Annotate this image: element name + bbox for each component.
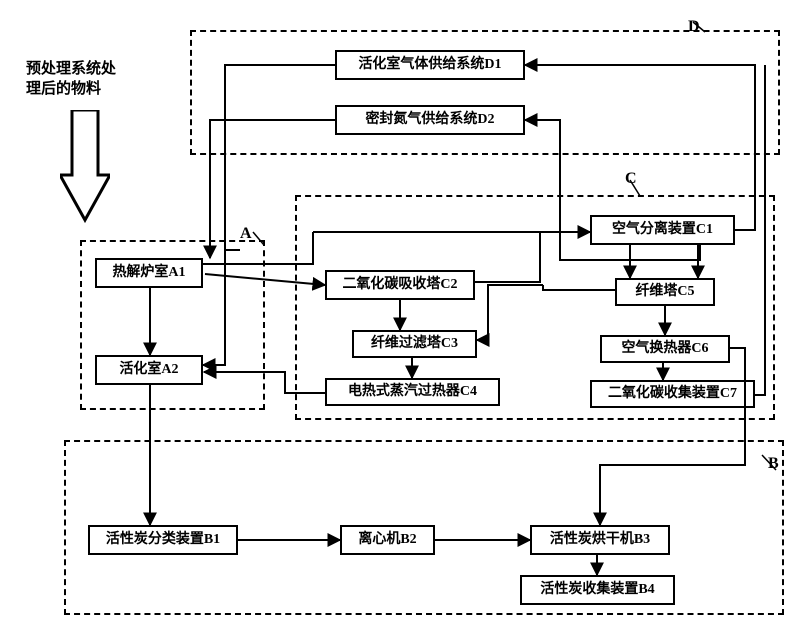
node-b1-label: 活性炭分类装置B1 [106,532,220,549]
node-d2: 密封氮气供给系统D2 [335,105,525,135]
node-a2: 活化室A2 [95,355,203,385]
node-c2-label: 二氧化碳吸收塔C2 [342,277,457,294]
node-c1: 空气分离装置C1 [590,215,735,245]
node-c6-label: 空气换热器C6 [621,341,708,358]
node-b3-label: 活性炭烘干机B3 [550,532,650,549]
node-c7: 二氧化碳收集装置C7 [590,380,755,408]
node-b2-label: 离心机B2 [358,532,416,549]
node-b2: 离心机B2 [340,525,435,555]
node-d1: 活化室气体供给系统D1 [335,50,525,80]
node-a1: 热解炉室A1 [95,258,203,288]
node-c5: 纤维塔C5 [615,278,715,306]
node-d1-label: 活化室气体供给系统D1 [358,57,501,74]
region-b-label: B [768,455,779,473]
node-c1-label: 空气分离装置C1 [612,222,713,239]
node-b4: 活性炭收集装置B4 [520,575,675,605]
input-material-text: 预处理系统处理后的物料 [26,61,116,97]
region-d-label: D [688,18,700,36]
node-d2-label: 密封氮气供给系统D2 [365,112,494,129]
node-c4-label: 电热式蒸汽过热器C4 [348,384,477,401]
node-b1: 活性炭分类装置B1 [88,525,238,555]
node-a1-label: 热解炉室A1 [112,265,185,282]
node-a2-label: 活化室A2 [119,362,178,379]
node-c7-label: 二氧化碳收集装置C7 [608,386,737,403]
region-a-label: A [240,225,252,243]
node-c5-label: 纤维塔C5 [635,284,694,301]
region-c-label: C [625,170,637,188]
node-c3-label: 纤维过滤塔C3 [371,336,458,353]
region-d [190,30,780,155]
node-c2: 二氧化碳吸收塔C2 [325,270,475,300]
node-b3: 活性炭烘干机B3 [530,525,670,555]
input-material-label: 预处理系统处理后的物料 [26,60,146,99]
node-c3: 纤维过滤塔C3 [352,330,477,358]
input-hollow-arrow [60,110,110,230]
node-b4-label: 活性炭收集装置B4 [540,582,654,599]
node-c6: 空气换热器C6 [600,335,730,363]
node-c4: 电热式蒸汽过热器C4 [325,378,500,406]
